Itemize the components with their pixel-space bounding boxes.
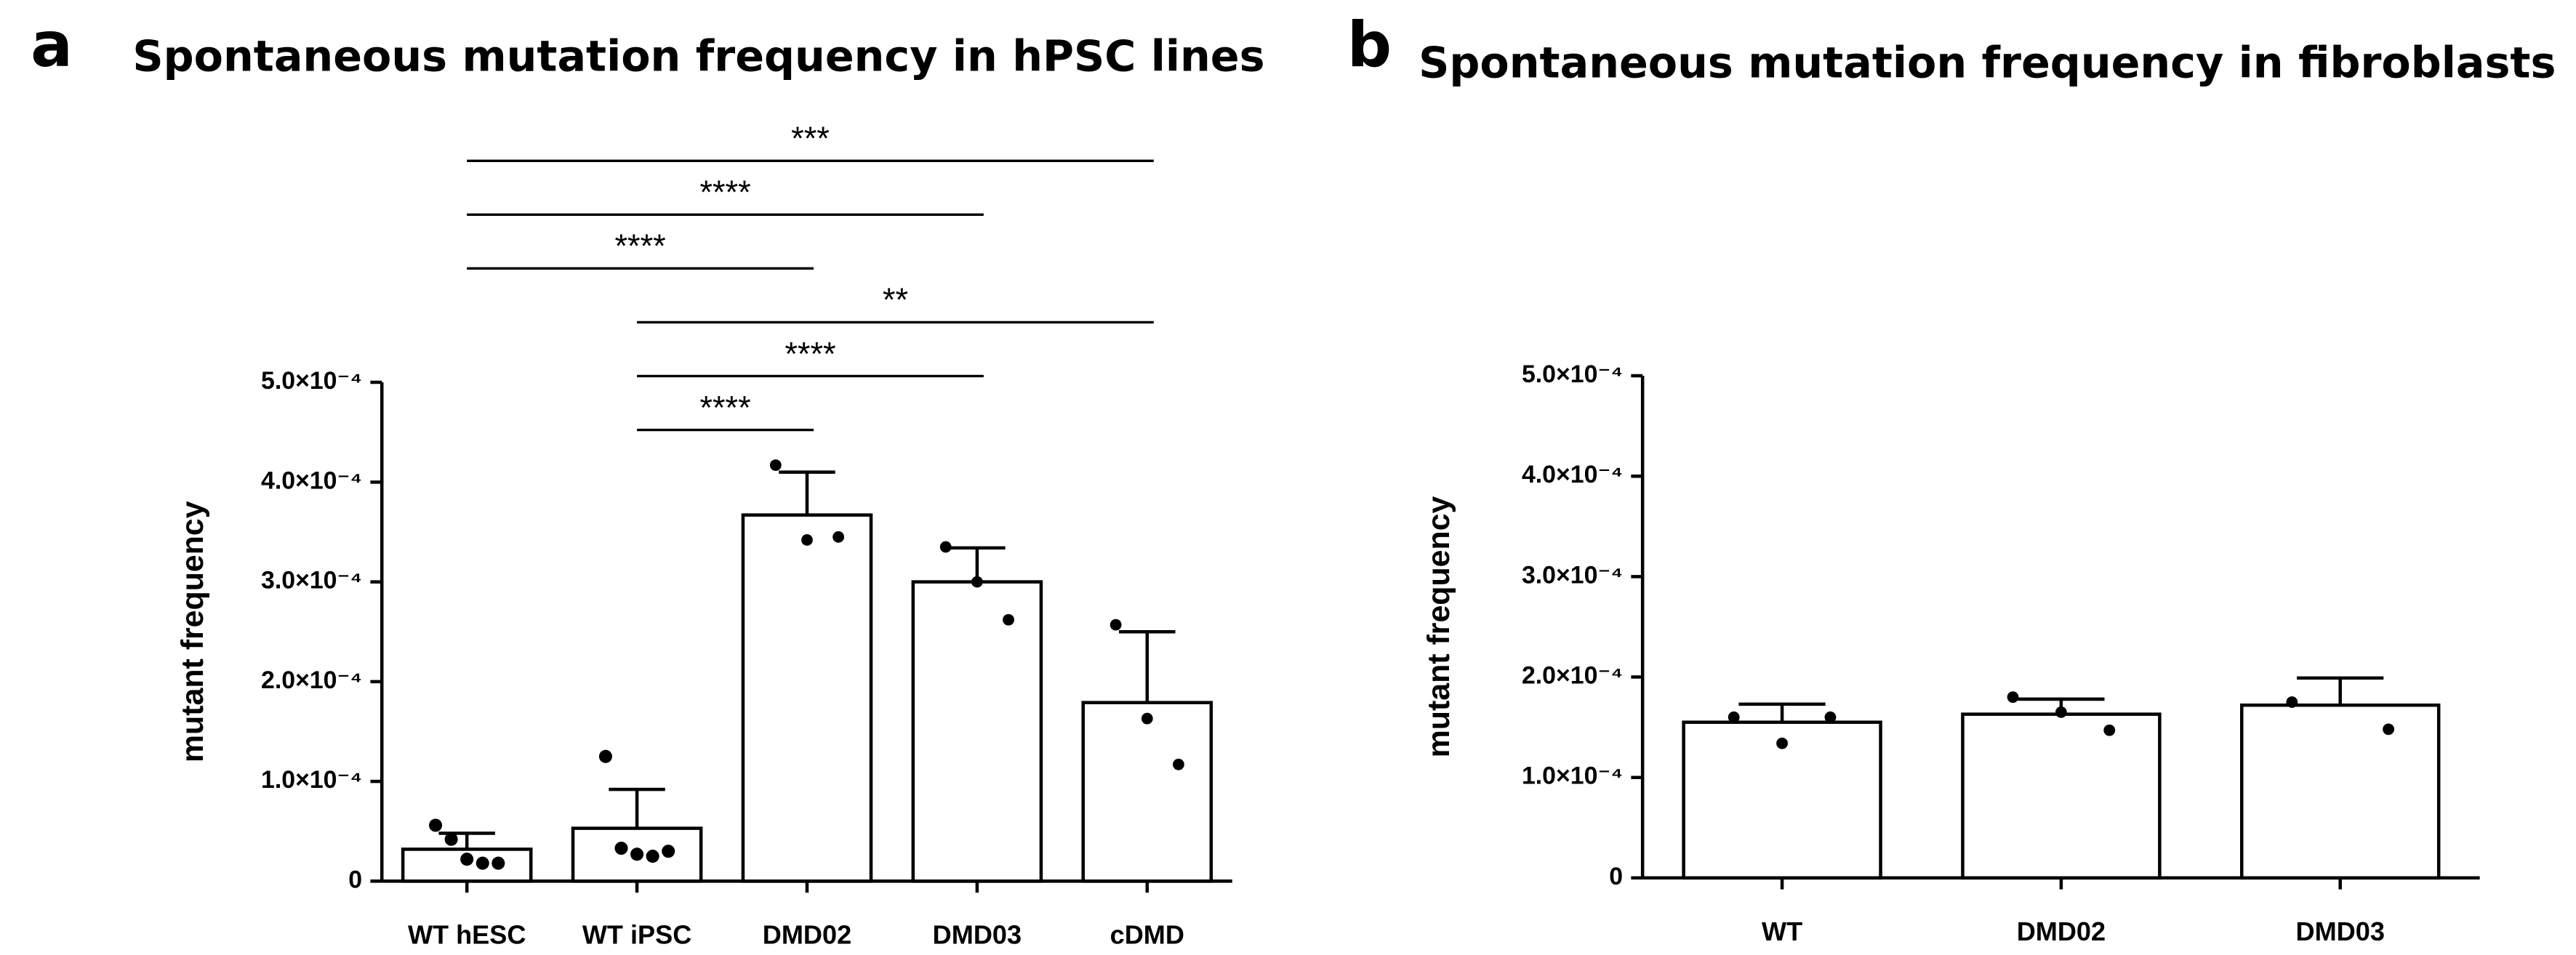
significance-label: ** <box>883 281 908 318</box>
x-tick-label: DMD03 <box>2296 916 2385 946</box>
data-point <box>1776 737 1788 749</box>
significance-label: *** <box>791 120 830 157</box>
data-point <box>2007 691 2019 704</box>
y-tick-label: 5.0×10⁻⁴ <box>1522 360 1623 388</box>
data-point <box>1728 711 1740 723</box>
data-point <box>2286 696 2298 708</box>
x-tick-label: cDMD <box>1110 920 1184 950</box>
data-point <box>476 856 489 870</box>
data-point <box>1824 711 1837 723</box>
bar <box>1081 701 1213 883</box>
bar <box>741 513 873 883</box>
x-tick-label: DMD03 <box>933 920 1022 950</box>
significance-label: **** <box>785 335 835 372</box>
y-tick-label: 0 <box>348 866 362 893</box>
data-point <box>646 850 659 863</box>
y-tick-label: 1.0×10⁻⁴ <box>261 766 362 794</box>
bar <box>2239 703 2441 880</box>
significance-label: **** <box>699 174 750 211</box>
data-point <box>662 845 675 858</box>
data-point <box>832 531 845 543</box>
significance-label: **** <box>614 227 665 265</box>
y-tick-label: 0 <box>1609 863 1623 890</box>
y-tick-label: 4.0×10⁻⁴ <box>1522 461 1623 488</box>
y-axis-label: mutant frequency <box>175 501 210 762</box>
x-tick-label: DMD02 <box>2017 916 2106 946</box>
data-point <box>971 576 983 588</box>
data-point <box>1110 618 1122 631</box>
panel-label: a <box>31 9 73 81</box>
data-point <box>801 534 813 546</box>
data-point <box>1003 613 1014 626</box>
bar <box>911 580 1043 883</box>
data-point <box>2383 723 2394 736</box>
chart-title: Spontaneous mutation frequency in hPSC l… <box>132 31 1264 81</box>
data-point <box>460 853 474 866</box>
significance-label: **** <box>699 389 750 426</box>
x-tick-label: DMD02 <box>763 920 851 950</box>
y-tick-label: 3.0×10⁻⁴ <box>1522 561 1623 589</box>
data-point <box>614 842 628 855</box>
data-point <box>939 541 952 553</box>
data-point <box>491 856 505 870</box>
panel-label: b <box>1347 9 1392 81</box>
y-tick-label: 2.0×10⁻⁴ <box>261 666 362 694</box>
x-tick-label: WT iPSC <box>582 920 691 950</box>
data-point <box>429 818 443 832</box>
data-point <box>598 749 612 763</box>
data-point <box>1141 712 1153 725</box>
chart-title: Spontaneous mutation frequency in fibrob… <box>1419 38 2556 87</box>
y-tick-label: 1.0×10⁻⁴ <box>1522 762 1623 790</box>
data-point <box>1173 758 1184 770</box>
y-tick-label: 5.0×10⁻⁴ <box>261 367 362 395</box>
y-tick-label: 3.0×10⁻⁴ <box>261 567 362 595</box>
data-point <box>2055 706 2067 718</box>
y-tick-label: 2.0×10⁻⁴ <box>1522 661 1623 689</box>
y-tick-label: 4.0×10⁻⁴ <box>261 467 362 494</box>
data-point <box>769 459 782 471</box>
x-tick-label: WT hESC <box>408 920 526 950</box>
x-tick-label: WT <box>1762 916 1802 946</box>
y-axis-label: mutant frequency <box>1421 496 1456 757</box>
data-point <box>444 832 458 846</box>
data-point <box>2103 724 2116 736</box>
bar <box>1961 712 2162 880</box>
data-point <box>630 847 644 861</box>
